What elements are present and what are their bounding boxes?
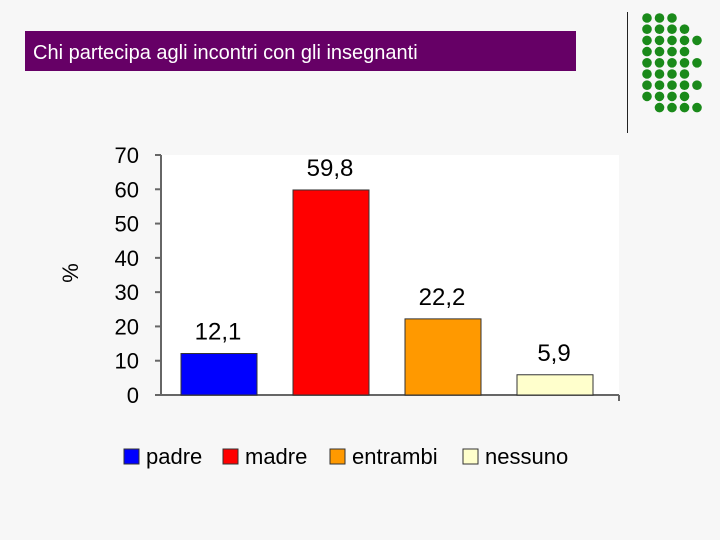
data-label-nessuno: 5,9 [537,340,570,367]
decorative-dot [679,35,690,46]
legend-swatch-padre [123,448,140,465]
decorative-dot [642,91,652,102]
decorative-dot [679,80,690,90]
decorative-dot [667,80,677,90]
decorative-dot [692,80,702,90]
decorative-dot [667,46,677,57]
legend-label-madre: madre [245,444,307,469]
y-tick-label: 0 [127,383,139,408]
decorative-dot [692,102,702,113]
decorative-dot [654,35,665,46]
y-tick-label: 60 [115,177,139,202]
data-label-padre: 12,1 [195,319,242,346]
decorative-dot [642,24,652,34]
decorative-dot [654,13,665,23]
slide-title: Chi partecipa agli incontri con gli inse… [25,31,576,71]
decorative-dot [642,46,652,57]
legend-swatch-entrambi [329,448,346,465]
y-tick-label: 10 [115,349,139,374]
y-tick-label: 50 [115,212,139,237]
decorative-dot-grid [642,13,702,113]
legend-label-nessuno: nessuno [485,444,568,469]
y-tick-label: 70 [115,143,139,168]
decorative-dot [642,69,652,79]
bar-madre [292,189,370,396]
data-label-madre: 59,8 [307,155,354,182]
decorative-dot [654,80,665,90]
decorative-dot [679,46,690,57]
decorative-dot [642,13,652,23]
decorative-dot [642,35,652,46]
decorative-dot [679,24,690,34]
bar-nessuno [516,374,594,396]
decorative-dot [667,91,677,102]
decorative-dot [679,69,690,79]
decorative-dot [667,69,677,79]
decorative-dot [654,24,665,34]
data-label-entrambi: 22,2 [419,284,466,311]
y-axis-label: % [58,263,83,283]
decorative-dot [667,58,677,68]
decorative-dot [654,102,665,113]
decorative-dot [654,91,665,102]
decorative-dot [667,35,677,46]
y-tick-label: 30 [115,280,139,305]
decorative-dot [642,80,652,90]
decorative-dot [667,24,677,34]
decorative-dot [692,58,702,68]
legend-swatch-nessuno [462,448,479,465]
bar-entrambi [404,318,482,396]
decorative-dot [667,13,677,23]
decorative-dot [667,102,677,113]
bar-padre [180,353,258,396]
legend-label-entrambi: entrambi [352,444,438,469]
decorative-divider [627,12,628,133]
decorative-dot [679,58,690,68]
decorative-dot [679,91,690,102]
legend-swatch-madre [222,448,239,465]
legend-label-padre: padre [146,444,202,469]
decorative-dot [692,35,702,46]
decorative-dot [642,58,652,68]
decorative-dot [654,58,665,68]
decorative-dot [654,46,665,57]
y-tick-label: 40 [115,246,139,271]
decorative-dot [654,69,665,79]
decorative-dot [679,102,690,113]
y-tick-label: 20 [115,314,139,339]
